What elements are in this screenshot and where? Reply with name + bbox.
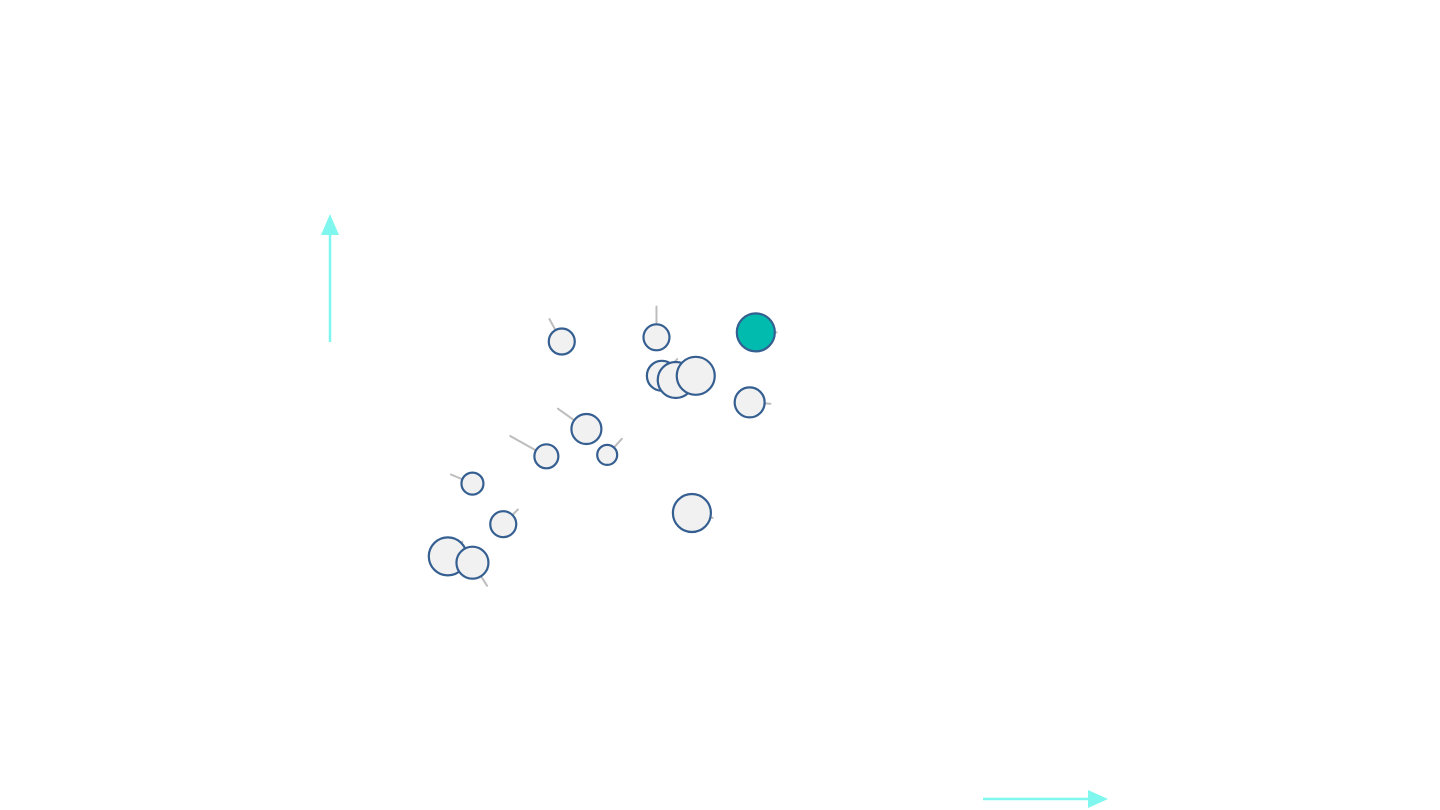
bubble-point-6[interactable]: [675, 355, 716, 396]
bubbles: [427, 312, 776, 580]
bubble-point-2[interactable]: [642, 323, 671, 352]
bubble-point-15[interactable]: [455, 545, 490, 580]
bubble-point-8[interactable]: [570, 412, 603, 446]
bubble-point-1[interactable]: [547, 327, 576, 356]
bubble-point-13[interactable]: [489, 510, 518, 539]
bubble-point-11[interactable]: [460, 471, 485, 496]
bubble-point-9[interactable]: [533, 443, 560, 470]
bubble-point-7[interactable]: [733, 386, 766, 419]
bubble-point-10[interactable]: [596, 443, 619, 466]
y-axis-arrow: [321, 214, 339, 342]
bubble-point-12[interactable]: [671, 492, 713, 534]
y-axis-arrowhead: [321, 214, 339, 235]
highlighted-bubble[interactable]: [735, 312, 776, 353]
x-axis-arrowhead: [1088, 790, 1108, 808]
x-axis-arrow: [983, 790, 1108, 808]
